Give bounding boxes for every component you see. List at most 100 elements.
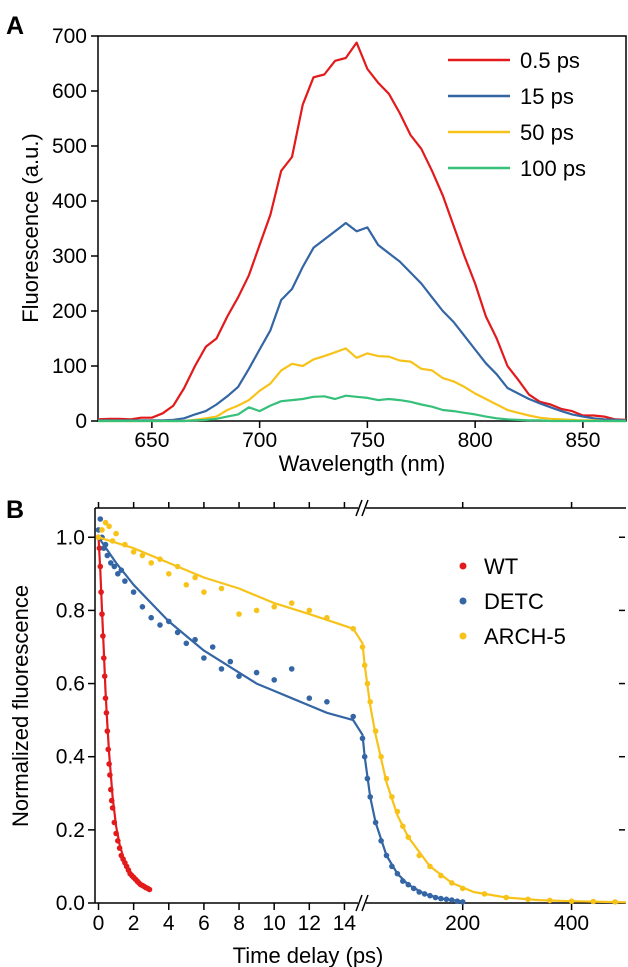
axis-break-mark: [361, 499, 369, 517]
fit-line-3: [98, 536, 627, 904]
data-point-1: [103, 710, 110, 716]
legend-label-4: 100 ps: [520, 156, 586, 181]
data-point-2: [209, 644, 216, 650]
panel-b-label: B: [6, 496, 24, 524]
legend-label-1: WT: [484, 554, 518, 579]
data-point-2: [306, 695, 313, 701]
x-tick-label: 8: [233, 912, 245, 935]
data-point-2: [459, 899, 466, 905]
x-tick-label: 750: [350, 429, 385, 452]
data-point-3: [174, 563, 181, 570]
data-point-3: [109, 538, 116, 544]
data-point-3: [400, 823, 406, 829]
y-tick-label: 0: [75, 410, 87, 433]
series-line-2: [98, 221, 627, 422]
legend-label-3: ARCH-5: [484, 624, 566, 649]
x-tick-label: 4: [163, 912, 175, 935]
y-tick-label: 0.2: [56, 819, 85, 842]
panel-b: B 0.0 0.2 0.4 0.6 0.8 1.0 0 2 4 6 8 10 12 14 200 400 N…: [6, 496, 627, 967]
data-point-2: [102, 541, 109, 548]
data-point-3: [394, 808, 401, 815]
data-point-2: [236, 673, 242, 679]
data-point-2: [201, 655, 207, 661]
data-point-3: [427, 863, 433, 870]
data-point-2: [271, 677, 278, 683]
y-tick-label: 500: [52, 135, 87, 158]
data-point-1: [97, 563, 104, 570]
data-point-1: [104, 728, 111, 734]
data-point-2: [183, 640, 190, 647]
data-point-3: [449, 880, 455, 886]
data-point-2: [359, 735, 366, 742]
panel-a-x-axis-label: Wavelength (nm): [279, 451, 446, 476]
data-point-2: [139, 604, 146, 610]
data-point-3: [361, 662, 368, 669]
data-point-2: [438, 895, 444, 902]
data-point-3: [288, 600, 295, 606]
data-point-3: [106, 523, 112, 530]
data-point-3: [503, 894, 510, 901]
y-tick-label: 700: [52, 25, 87, 48]
data-point-3: [350, 625, 357, 632]
data-point-3: [405, 834, 412, 840]
axis-break-mark: [355, 499, 363, 517]
data-point-1: [101, 655, 107, 661]
data-point-3: [568, 898, 575, 904]
x-tick-label: 12: [298, 912, 321, 935]
data-point-2: [227, 658, 234, 665]
data-point-2: [378, 838, 384, 844]
legend-label-1: 0.5 ps: [520, 48, 580, 73]
panel-a: A 0 100 200 300 400 500 600 700 650 700 750 800 850…: [6, 12, 627, 476]
data-point-2: [118, 567, 125, 573]
data-point-3: [612, 899, 618, 905]
data-point-1: [99, 611, 105, 617]
data-point-3: [95, 534, 102, 541]
x-tick-label: 650: [134, 429, 169, 452]
x-tick-label: 2: [128, 912, 140, 935]
panel-b-plot-frame: [94, 499, 626, 912]
data-point-2: [130, 589, 137, 595]
data-point-3: [148, 560, 154, 566]
data-point-1: [113, 830, 119, 837]
y-tick-label: 300: [52, 245, 87, 268]
data-point-2: [115, 571, 121, 577]
x-tick-label: 700: [242, 429, 277, 452]
x-tick-label: 400: [554, 912, 589, 935]
data-point-2: [111, 563, 118, 570]
y-tick-label: 0.6: [56, 673, 85, 696]
series-line-4: [98, 394, 626, 423]
data-point-2: [427, 892, 433, 899]
y-tick-label: 0.0: [56, 892, 85, 915]
panel-a-plot-frame: [97, 35, 627, 422]
y-tick-label: 100: [52, 355, 87, 378]
panel-b-series: [95, 516, 627, 905]
data-point-1: [108, 786, 114, 793]
data-point-2: [410, 885, 417, 892]
panel-b-legend: WT DETC ARCH-5: [459, 554, 566, 649]
data-point-2: [324, 699, 330, 705]
legend-marker-1: [459, 562, 467, 570]
legend-label-2: DETC: [484, 589, 544, 614]
data-point-2: [361, 753, 368, 760]
data-point-3: [389, 794, 395, 800]
data-point-2: [350, 713, 357, 720]
data-point-1: [115, 838, 121, 844]
data-point-1: [111, 819, 118, 826]
data-point-3: [113, 530, 119, 537]
x-tick-label: 850: [565, 429, 600, 452]
data-point-1: [105, 746, 111, 753]
data-point-2: [432, 894, 439, 901]
data-point-2: [192, 636, 198, 643]
panel-b-y-ticks: 0.0 0.2 0.4 0.6 0.8 1.0: [56, 526, 625, 915]
y-tick-label: 200: [52, 300, 87, 323]
data-point-2: [367, 794, 374, 800]
data-point-3: [201, 589, 207, 595]
data-point-2: [157, 622, 163, 628]
data-point-2: [372, 819, 379, 826]
panel-a-label: A: [6, 12, 24, 40]
data-point-3: [157, 556, 163, 562]
data-point-3: [364, 680, 371, 687]
data-point-3: [324, 614, 330, 621]
data-point-2: [394, 870, 401, 877]
data-point-2: [108, 560, 114, 566]
